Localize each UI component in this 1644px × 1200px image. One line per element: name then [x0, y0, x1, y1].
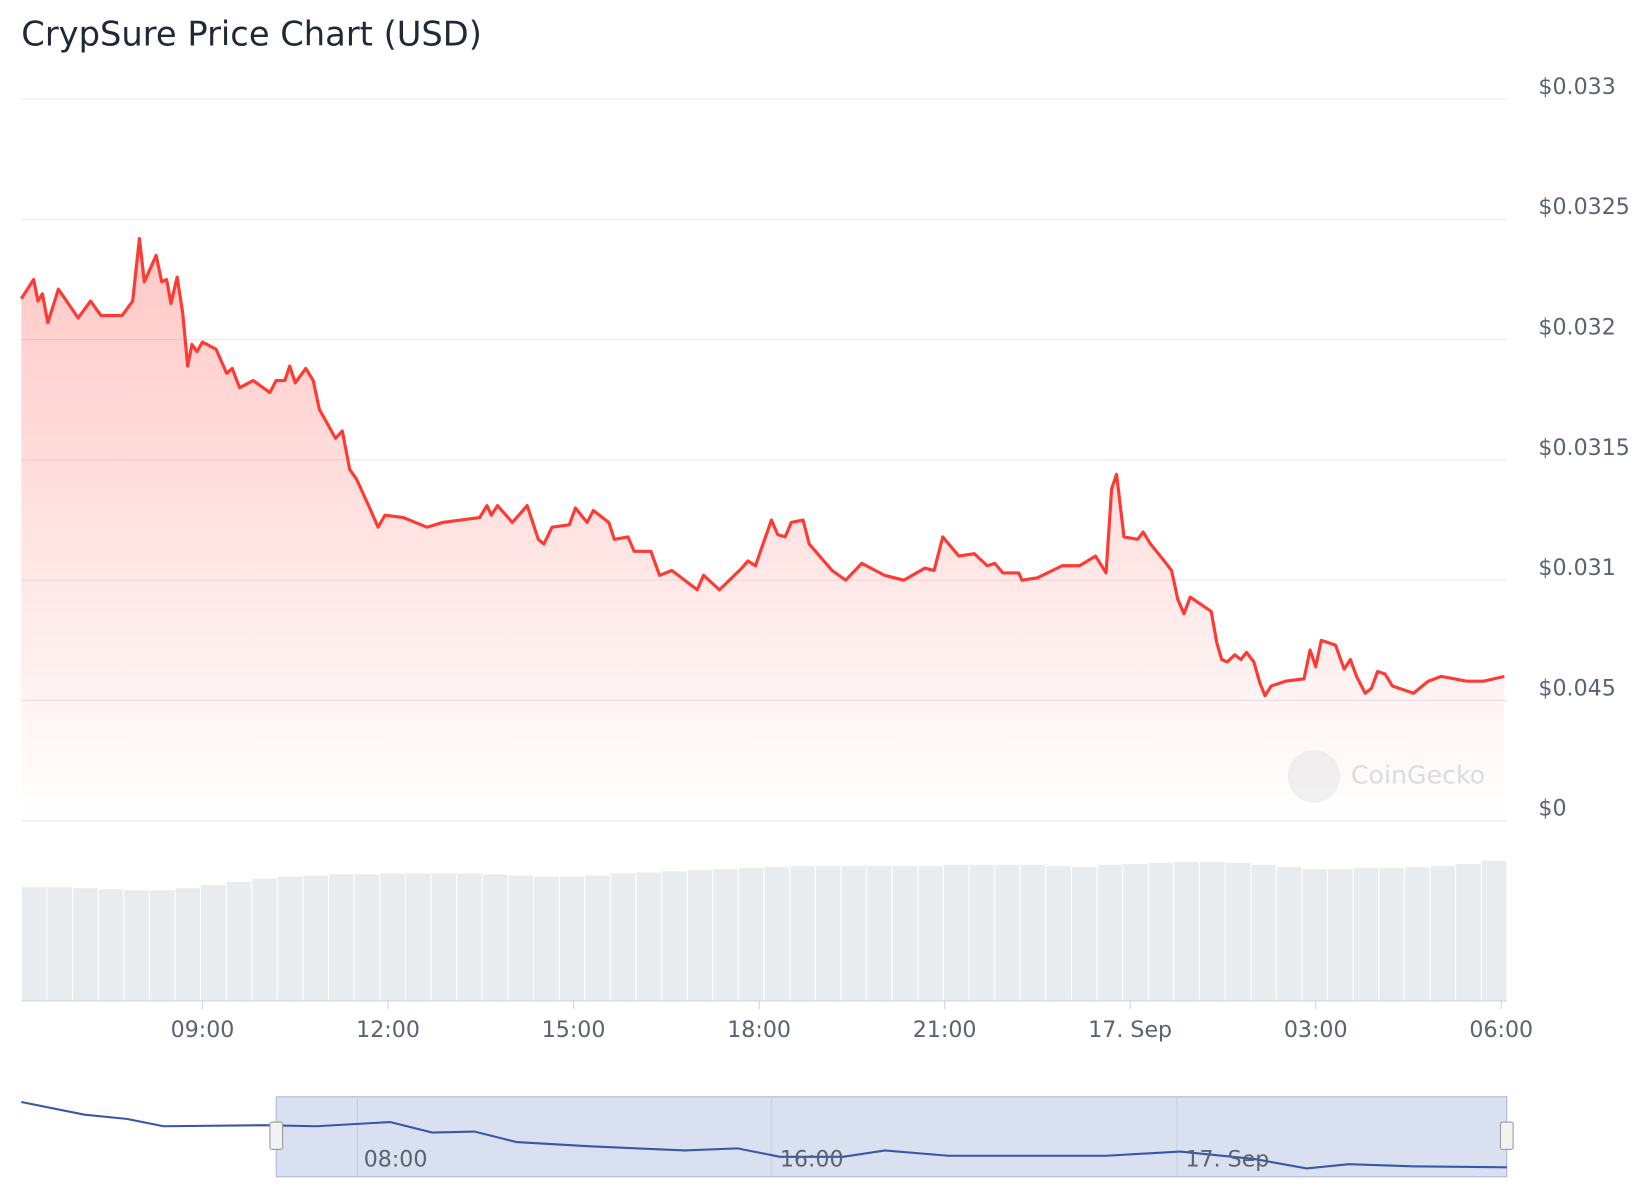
volume-bar — [1174, 861, 1199, 1001]
volume-bar — [1071, 867, 1097, 1001]
volume-bars — [21, 860, 1507, 1001]
volume-bar — [329, 874, 354, 1001]
price-line — [19, 236, 1505, 698]
volume-bar — [149, 890, 175, 1001]
x-tick-label: 21:00 — [913, 1017, 977, 1043]
volume-bar — [713, 869, 738, 1001]
volume-bar — [1404, 867, 1430, 1001]
volume-bar — [1148, 862, 1174, 1001]
navigator-label: 16:00 — [780, 1146, 844, 1172]
x-tick-label: 15:00 — [542, 1017, 606, 1043]
y-tick-label: $0.0315 — [1538, 435, 1629, 461]
volume-bar — [918, 866, 943, 1001]
volume-bar — [21, 887, 47, 1001]
volume-bar — [226, 881, 252, 1001]
volume-bar — [738, 868, 764, 1001]
volume-bar — [482, 874, 508, 1001]
volume-bar — [636, 872, 662, 1001]
volume-bar — [175, 888, 201, 1001]
volume-bar — [1456, 863, 1481, 1001]
volume-bar — [98, 889, 124, 1001]
x-tick-label: 09:00 — [171, 1017, 235, 1043]
volume-bar — [943, 864, 969, 1001]
volume-bar — [995, 864, 1020, 1001]
volume-bar — [252, 878, 277, 1001]
navigator-label: 08:00 — [364, 1146, 428, 1172]
volume-bar — [1481, 860, 1507, 1001]
volume-bar — [1046, 866, 1071, 1001]
volume-bar — [1020, 864, 1046, 1001]
navigator-line — [21, 1100, 1507, 1170]
volume-bar — [277, 876, 303, 1001]
navigator-window[interactable] — [275, 1096, 1508, 1178]
volume-bar — [1123, 863, 1148, 1001]
volume-bar — [841, 866, 866, 1001]
volume-bar — [790, 866, 815, 1001]
volume-bar — [1225, 862, 1251, 1001]
x-axis: 09:00 12:00 15:00 18:00 21:00 17. Sep 03:00 06:… — [21, 1000, 1533, 1043]
volume-bar — [431, 873, 457, 1001]
volume-bar — [1379, 868, 1404, 1001]
volume-bar — [662, 871, 687, 1001]
volume-bar — [610, 873, 636, 1001]
volume-bar — [201, 884, 226, 1001]
volume-bar — [559, 876, 585, 1001]
volume-bar — [585, 875, 610, 1001]
price-area — [21, 238, 1505, 821]
volume-bar — [1353, 868, 1379, 1001]
volume-bar — [764, 867, 790, 1001]
y-tick-label: $0 — [1538, 796, 1566, 822]
y-tick-label: $0.045 — [1538, 675, 1615, 701]
volume-bar — [892, 866, 918, 1001]
volume-bar — [1276, 867, 1302, 1001]
navigator-handle[interactable] — [1499, 1121, 1514, 1150]
watermark-text: CoinGecko — [1351, 760, 1485, 789]
volume-bar — [354, 874, 380, 1001]
volume-bar — [687, 870, 713, 1001]
y-tick-label: $0.033 — [1538, 74, 1615, 100]
volume-bar — [867, 866, 892, 1001]
volume-bar — [47, 887, 72, 1001]
x-tick-label: 17. Sep — [1088, 1017, 1172, 1043]
x-tick-label: 18:00 — [727, 1017, 791, 1043]
navigator-handle[interactable] — [269, 1121, 284, 1150]
navigator-label: 17. Sep — [1185, 1146, 1269, 1172]
watermark: CoinGecko — [1287, 750, 1485, 803]
volume-bar — [303, 875, 329, 1001]
navigator: 08:00 16:00 17. Sep — [21, 1096, 1514, 1178]
volume-bar — [1097, 864, 1123, 1001]
volume-bar — [124, 890, 149, 1001]
chart-title: CrypSure Price Chart (USD) — [21, 14, 482, 53]
x-tick-label: 12:00 — [356, 1017, 420, 1043]
volume-bar — [457, 873, 482, 1001]
y-tick-label: $0.031 — [1538, 555, 1615, 581]
volume-bar — [508, 875, 534, 1001]
x-tick-label: 03:00 — [1284, 1017, 1348, 1043]
volume-bar — [969, 864, 995, 1001]
x-tick-label: 06:00 — [1469, 1017, 1533, 1043]
volume-bar — [380, 873, 405, 1001]
volume-bar — [73, 888, 98, 1001]
y-tick-label: $0.0325 — [1538, 194, 1629, 220]
volume-bar — [815, 866, 841, 1001]
y-tick-label: $0.032 — [1538, 315, 1615, 341]
volume-bar — [534, 876, 559, 1001]
plot — [19, 236, 1505, 821]
volume-bar — [1199, 861, 1225, 1001]
watermark-logo — [1287, 750, 1341, 803]
volume-bar — [1328, 869, 1353, 1001]
volume-bar — [1430, 866, 1456, 1001]
volume-bar — [1302, 869, 1327, 1001]
volume-bar — [406, 873, 431, 1001]
volume-bar — [1251, 864, 1276, 1001]
